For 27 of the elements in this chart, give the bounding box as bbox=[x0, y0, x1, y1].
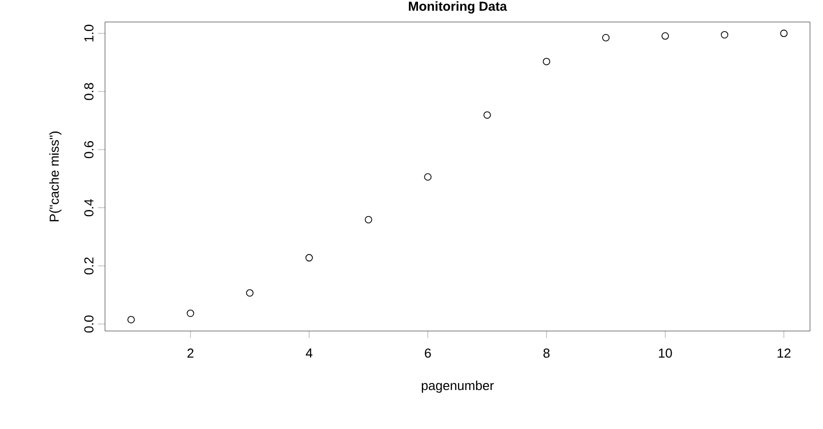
point bbox=[602, 34, 610, 42]
x-axis-title: pagenumber bbox=[422, 380, 494, 393]
y-tick-label: 0.4 bbox=[84, 199, 94, 216]
y-tick-label: 1.0 bbox=[84, 24, 94, 42]
point bbox=[364, 216, 372, 224]
y-tick-label: 0.0 bbox=[84, 315, 94, 333]
y-tick-label: 0.8 bbox=[84, 83, 94, 100]
point bbox=[127, 316, 135, 324]
x-tick-label: 8 bbox=[543, 348, 550, 358]
x-tick-label: 12 bbox=[778, 348, 790, 358]
y-tick-label: 0.2 bbox=[84, 258, 94, 274]
point bbox=[662, 32, 669, 40]
point bbox=[780, 30, 788, 38]
point bbox=[542, 58, 550, 66]
x-tick-label: 6 bbox=[424, 348, 431, 358]
point bbox=[424, 173, 432, 181]
point bbox=[483, 111, 491, 119]
y-axis-title: P("cache miss") bbox=[49, 132, 62, 222]
y-tick-label: 0.6 bbox=[84, 141, 94, 158]
x-tick-label: 2 bbox=[188, 348, 194, 358]
point bbox=[246, 289, 254, 297]
chart-title: Monitoring Data bbox=[408, 1, 508, 14]
x-tick-label: 4 bbox=[306, 348, 312, 358]
point bbox=[305, 254, 313, 262]
x-tick-label: 10 bbox=[658, 348, 672, 358]
point bbox=[186, 310, 194, 317]
point bbox=[720, 31, 728, 38]
